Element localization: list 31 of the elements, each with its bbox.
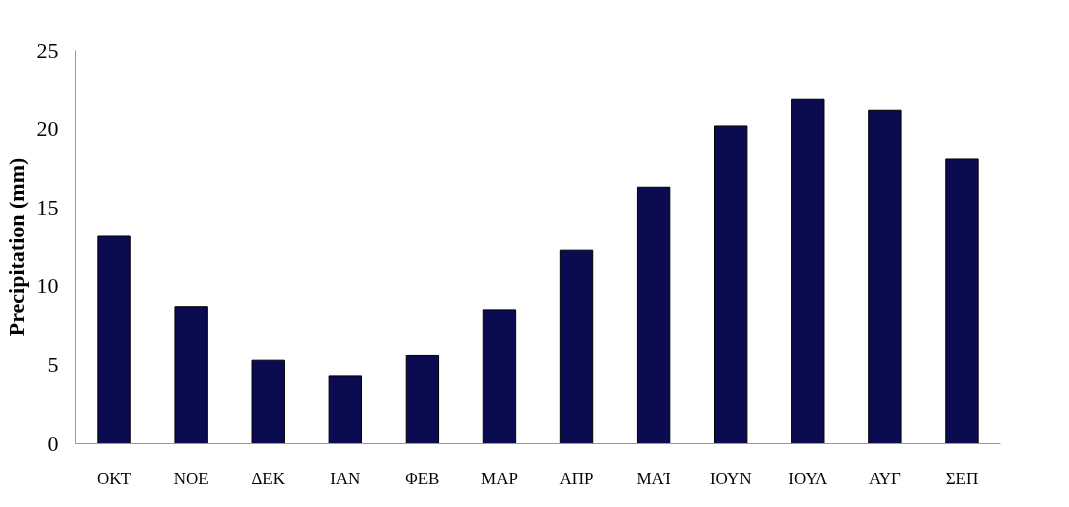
bar [251,359,285,444]
bar [714,125,748,444]
x-tick-label: ΑΥΓ [868,468,901,488]
bar [482,309,517,444]
bar [636,186,671,444]
bar [559,249,594,444]
x-tick-label: ΜΑΊ [636,468,671,488]
y-tick-label: 10 [36,273,59,299]
bar [328,375,362,444]
x-tick-label: ΙΟΥΛ [788,468,828,488]
y-tick-label: 20 [36,116,59,142]
bar [97,235,131,444]
y-axis-title: Precipitation (mm) [3,157,29,337]
bar [405,354,440,444]
y-tick-label: 25 [36,37,59,63]
x-tick-label: ΣΕΠ [945,468,979,488]
bar [945,158,979,444]
bar [174,306,208,444]
x-tick-label: ΜΑΡ [481,468,518,488]
x-tick-label: ΟΚΤ [96,468,132,488]
bar [868,109,902,444]
x-tick-label: ΝΟΕ [173,468,209,488]
y-tick-label: 0 [47,430,59,456]
x-tick-label: ΔΕΚ [251,468,286,488]
x-tick-label: ΙΟΥΝ [709,468,752,488]
y-tick-label: 15 [36,194,59,220]
x-tick-label: ΦΕΒ [405,468,440,488]
x-tick-label: ΙΑΝ [330,468,361,488]
y-tick-label: 5 [47,351,59,377]
bar [791,98,825,444]
x-tick-label: ΑΠΡ [559,468,594,488]
